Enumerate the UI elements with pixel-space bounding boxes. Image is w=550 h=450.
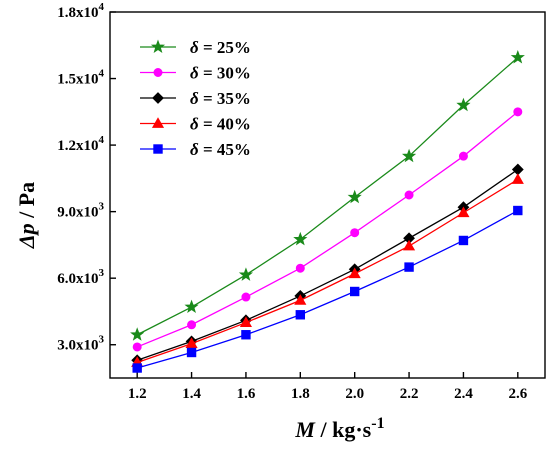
x-axis-var: M <box>294 417 316 442</box>
x-axis-title: M / kg·s-1 <box>294 415 384 442</box>
x-tick-label: 1.4 <box>182 386 201 402</box>
series-delta-30 <box>132 107 523 352</box>
data-point <box>184 299 199 314</box>
data-point <box>293 231 308 246</box>
legend-item-delta-35: δ = 35% <box>140 89 251 108</box>
legend-label: δ = 40% <box>190 115 251 134</box>
data-point <box>513 205 523 216</box>
y-tick-label: 9.0x103 <box>57 201 104 221</box>
y-axis-title: Δp / Pa <box>14 182 39 249</box>
legend-item-delta-40: δ = 40% <box>140 115 251 134</box>
data-point <box>294 294 307 305</box>
series-delta-25 <box>130 50 525 341</box>
series-delta-45 <box>132 205 523 373</box>
x-axis-unit: / kg·s <box>315 417 372 442</box>
data-point <box>132 363 142 373</box>
data-point <box>187 320 197 330</box>
data-point <box>132 342 142 352</box>
data-point <box>185 337 198 349</box>
data-point <box>510 50 525 64</box>
series-line <box>136 56 519 336</box>
legend-marker <box>151 117 165 128</box>
data-point <box>403 239 416 251</box>
legend-label: δ = 35% <box>190 89 251 108</box>
x-tick-label: 1.8 <box>291 386 310 402</box>
series-delta-35 <box>131 163 524 367</box>
data-point <box>241 330 251 340</box>
x-tick-label: 1.2 <box>128 386 147 402</box>
data-point <box>186 347 197 358</box>
legend-item-delta-45: δ = 45% <box>140 140 251 159</box>
data-point <box>295 263 305 273</box>
x-tick-label: 2.2 <box>400 386 419 402</box>
data-point <box>350 228 360 238</box>
data-point <box>404 190 414 200</box>
data-point <box>239 316 252 327</box>
data-point <box>130 327 145 341</box>
series-line <box>136 168 519 361</box>
data-point <box>295 310 306 320</box>
y-tick-label: 3.0x103 <box>57 334 104 354</box>
data-point <box>349 286 360 297</box>
data-point <box>458 151 468 161</box>
data-point <box>241 292 251 302</box>
x-tick-label: 2.4 <box>454 386 473 402</box>
data-point <box>348 267 361 279</box>
data-point <box>511 173 524 184</box>
x-tick-label: 1.6 <box>237 386 256 402</box>
series-line <box>137 209 519 369</box>
series-delta-40 <box>131 173 524 367</box>
series-line <box>136 178 519 364</box>
y-tick-label: 1.2x104 <box>57 134 104 154</box>
data-point <box>456 97 471 112</box>
data-point <box>511 163 524 176</box>
data-point <box>347 189 362 204</box>
data-point <box>458 235 469 246</box>
y-axis-unit: / Pa <box>14 182 39 224</box>
legend-label: δ = 45% <box>190 140 251 159</box>
y-tick-label: 1.8x104 <box>57 1 104 21</box>
data-point <box>404 262 414 272</box>
legend-marker <box>153 144 163 154</box>
x-axis-unit-exp: -1 <box>371 415 384 432</box>
legend-marker <box>150 39 166 54</box>
legend-label: δ = 30% <box>190 64 251 83</box>
legend-marker <box>152 92 164 104</box>
y-tick-label: 1.5x104 <box>57 68 104 88</box>
legend-marker <box>153 68 163 77</box>
legend-item-delta-25: δ = 25% <box>140 38 251 57</box>
data-point <box>401 148 417 163</box>
x-tick-label: 2.6 <box>508 386 527 402</box>
series-line <box>136 111 519 348</box>
y-tick-label: 6.0x103 <box>57 267 104 287</box>
legend-item-delta-30: δ = 30% <box>140 64 251 83</box>
data-point <box>457 206 470 218</box>
data-point <box>238 267 254 281</box>
plot-area-frame <box>109 11 546 379</box>
legend-label: δ = 25% <box>190 38 251 57</box>
data-point <box>513 107 523 117</box>
y-axis-var: Δp <box>14 223 39 249</box>
x-tick-label: 2.0 <box>345 386 364 402</box>
